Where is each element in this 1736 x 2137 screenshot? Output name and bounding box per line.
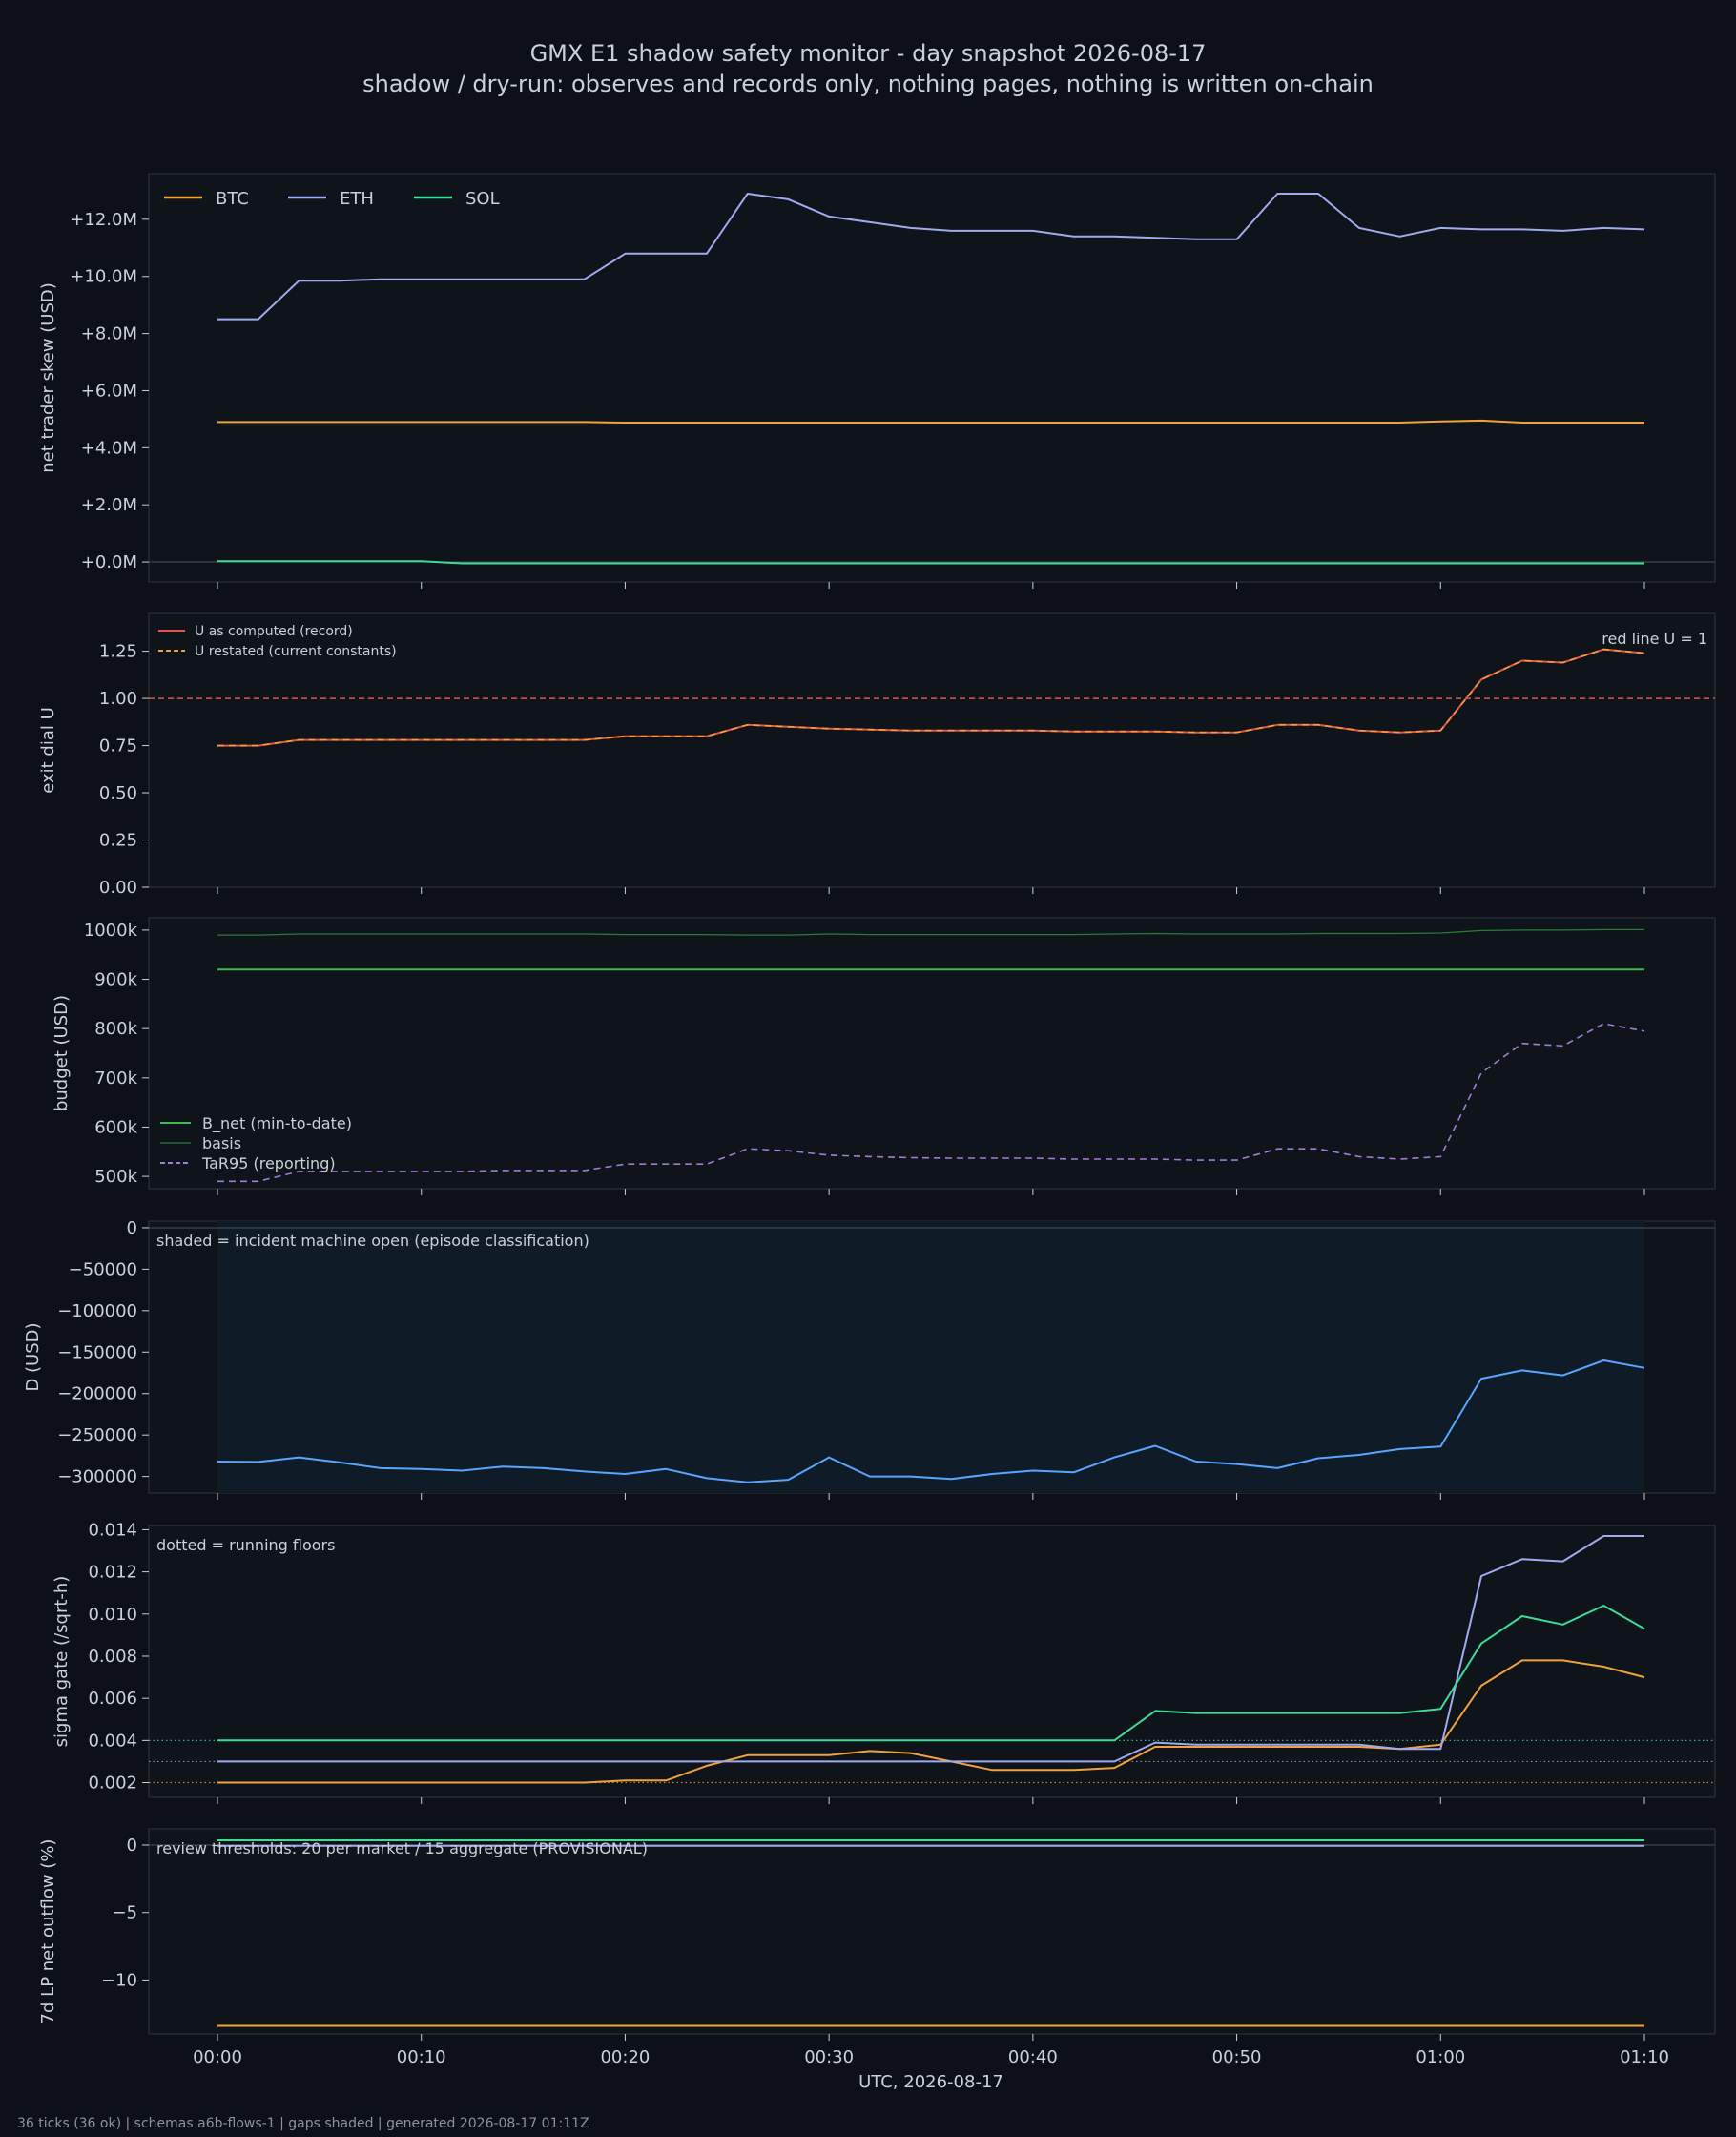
panel-4-ytick-label: −150000 [57, 1342, 137, 1362]
panel-1-series-sol [217, 560, 1644, 565]
panel-2-ytick-label: 0.25 [99, 831, 137, 851]
panel-6-ytick-label: 0 [127, 1836, 137, 1856]
panel-1-series-btc [217, 419, 1644, 424]
panel-4-ytick-label: −300000 [57, 1467, 137, 1487]
panel-4-series-d [217, 1359, 1645, 1483]
panel-6-xtick-label: 01:00 [1416, 2047, 1465, 2067]
panel-3-frame [148, 917, 1716, 1190]
panel-5-ytick-label: 0.004 [88, 1731, 137, 1751]
panel-5-ytick-label: 0.006 [88, 1689, 137, 1709]
footer-status: 36 ticks (36 ok) | schemas a6b-flows-1 |… [17, 2116, 589, 2131]
panel-5-ytick-label: 0.010 [88, 1605, 137, 1625]
panel-1-ytick-label: +4.0M [81, 438, 137, 458]
panel-2-ytick-label: 0.00 [99, 878, 137, 898]
panel-6-xtick-label: 00:30 [804, 2047, 854, 2067]
panel-3-series-basis [217, 928, 1644, 936]
panel-1-ytick-label: +0.0M [81, 552, 137, 572]
panel-1-ytick-label: +2.0M [81, 495, 137, 515]
panel-3-ytick-label: 1000k [84, 921, 138, 941]
panel-2-legend-label: U restated (current constants) [195, 644, 397, 659]
panel-5-frame [148, 1525, 1716, 1798]
panel-4-annotation: shaded = incident machine open (episode … [156, 1232, 589, 1250]
panel-3-ytick-label: 900k [94, 970, 137, 990]
panel-3-ytick-label: 800k [94, 1019, 137, 1039]
panel-2-ytick-label: 1.00 [99, 689, 137, 709]
panel-5-annotation: dotted = running floors [156, 1536, 335, 1554]
panel-6-frame [148, 1828, 1716, 2035]
panel-1-legend-label: BTC [216, 189, 249, 209]
panel-3-legend-label: basis [202, 1134, 241, 1152]
panel-2-red-line-label: red line U = 1 [1602, 630, 1707, 648]
chart-subtitle: shadow / dry-run: observes and records o… [362, 71, 1374, 97]
panel-5-ytick-label: 0.008 [88, 1647, 137, 1667]
panel-6-ytick-label: −10 [101, 1970, 137, 1990]
panel-1-legend-label: ETH [340, 189, 374, 209]
panel-4-ytick-label: −50000 [69, 1259, 137, 1279]
panel-2-series-u-restated-current-constants [217, 648, 1645, 747]
panel-1-ytick-label: +6.0M [81, 381, 137, 401]
panel-6-xlabel: UTC, 2026-08-17 [858, 2072, 1003, 2092]
panel-6-xtick-label: 00:20 [600, 2047, 650, 2067]
panel-1-ylabel: net trader skew (USD) [38, 282, 58, 473]
panel-2-ytick-label: 1.25 [99, 642, 137, 662]
chart-title-block: GMX E1 shadow safety monitor - day snaps… [0, 38, 1736, 99]
panel-4-ytick-label: 0 [127, 1218, 137, 1238]
panel-1-frame [148, 173, 1716, 583]
panel-2-ytick-label: 0.50 [99, 783, 137, 803]
panel-3-legend-label: TaR95 (reporting) [201, 1154, 336, 1172]
panel-3-ytick-label: 500k [94, 1167, 137, 1187]
panel-5-series-sol [217, 1605, 1645, 1742]
panel-3-ylabel: budget (USD) [52, 995, 72, 1111]
panel-1-ytick-label: +8.0M [81, 324, 137, 344]
panel-4-shaded-region [217, 1221, 1644, 1493]
panel-6-ytick-label: −5 [112, 1903, 137, 1923]
panel-2-ylabel: exit dial U [38, 707, 58, 794]
panel-6-xtick-label: 00:40 [1008, 2047, 1058, 2067]
panel-4-ytick-label: −100000 [57, 1301, 137, 1321]
panel-6-xtick-label: 00:10 [397, 2047, 446, 2067]
panel-2-frame [148, 612, 1716, 888]
panel-2-legend-label: U as computed (record) [195, 624, 353, 639]
panel-6-xtick-label: 01:10 [1620, 2047, 1669, 2067]
panel-1-ytick-label: +12.0M [70, 210, 137, 230]
panel-1-legend-label: SOL [465, 189, 500, 209]
panel-2-ytick-label: 0.75 [99, 737, 137, 757]
panel-5-series-eth [217, 1535, 1644, 1763]
panel-4-ylabel: D (USD) [23, 1322, 43, 1391]
panel-3-ytick-label: 700k [94, 1068, 137, 1089]
panel-6-ylabel: 7d LP net outflow (%) [38, 1839, 58, 2024]
chart-title: GMX E1 shadow safety monitor - day snaps… [529, 40, 1207, 67]
panel-3-series-tar95-reporting [217, 1023, 1645, 1183]
panel-4-ytick-label: −200000 [57, 1384, 137, 1404]
panel-1-series-eth [217, 193, 1645, 321]
panel-6-annotation: review thresholds: 20 per market / 15 ag… [156, 1839, 648, 1857]
panel-3-ytick-label: 600k [94, 1117, 137, 1137]
panel-4-ytick-label: −250000 [57, 1425, 137, 1445]
panel-5-ytick-label: 0.014 [88, 1520, 137, 1540]
panel-5-ytick-label: 0.002 [88, 1774, 137, 1794]
panel-6-xtick-label: 00:50 [1212, 2047, 1262, 2067]
panel-5-ytick-label: 0.012 [88, 1563, 137, 1583]
panel-5-ylabel: sigma gate (/sqrt-h) [52, 1576, 72, 1748]
panel-1-ytick-label: +10.0M [70, 267, 137, 287]
panel-3-legend-label: B_net (min-to-date) [202, 1114, 352, 1133]
panel-6-xtick-label: 00:00 [193, 2047, 242, 2067]
